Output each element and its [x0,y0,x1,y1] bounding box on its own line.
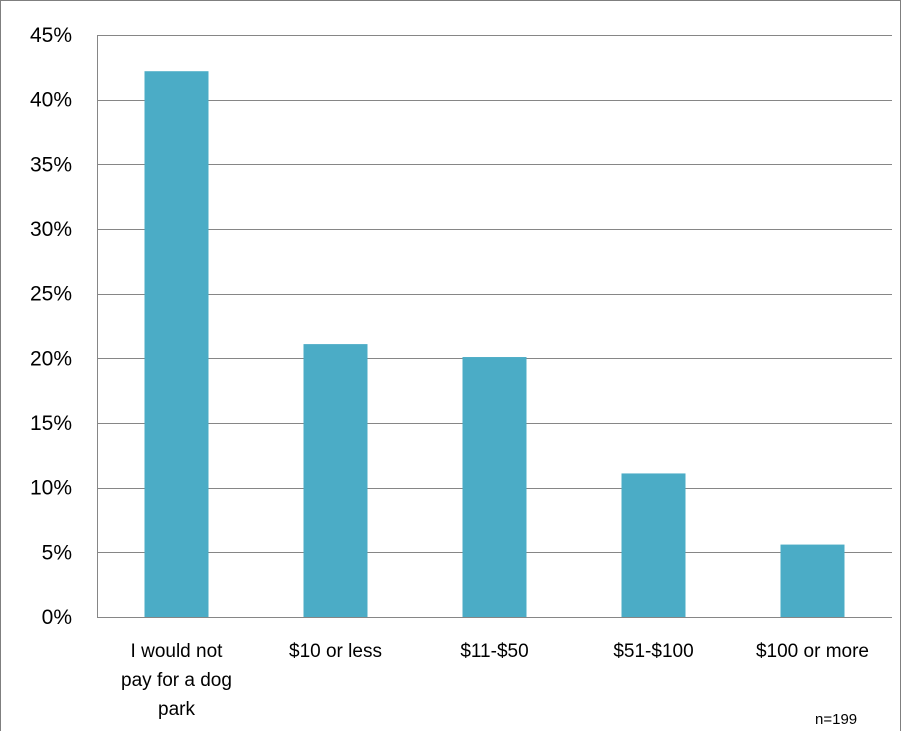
x-tick-label: $10 or less [289,641,382,662]
sample-size-note: n=199 [815,711,857,728]
bars [144,71,845,618]
y-tick-label: 15% [30,412,72,435]
bar [780,544,845,617]
y-tick-label: 45% [30,24,72,47]
y-tick-label: 30% [30,218,72,241]
bar [303,344,368,617]
x-tick-label: I would not pay for a dog park [121,641,232,720]
y-tick-label: 25% [30,283,72,306]
bar [144,71,209,618]
x-axis: I would not pay for a dog park $10 or less $… [97,617,892,720]
y-axis: 0% 5% 10% 15% 20% 25% 30% 35% 40% 45% [30,24,98,629]
y-tick-label: 0% [42,606,72,629]
y-tick-label: 20% [30,347,72,370]
x-tick-label: $11-$50 [460,641,528,662]
y-tick-label: 5% [42,541,72,564]
y-tick-label: 10% [30,477,72,500]
x-tick-label: $51-$100 [613,641,693,662]
y-tick-label: 40% [30,89,72,112]
bar [621,473,686,617]
bar [462,357,527,617]
x-tick-label: $100 or more [756,641,869,662]
y-tick-label: 35% [30,153,72,176]
